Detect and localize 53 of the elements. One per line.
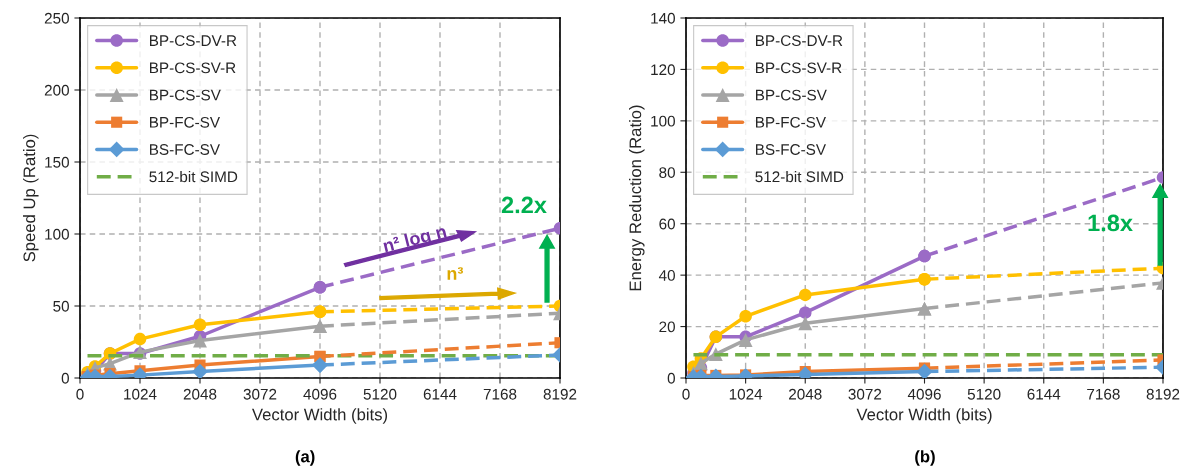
annotation: 2.2x [501,196,547,214]
legend-label: BS-FC-SV [756,144,826,155]
legend-label: 512-bit SIMD [755,170,844,183]
y-tick-label: 40 [658,270,675,281]
legend-label: BP-CS-SV-R [150,62,236,74]
x-tick-label: 0 [76,388,84,400]
x-tick-label: 4096 [303,388,337,400]
y-tick-label: 20 [659,321,675,333]
x-tick-label: 3072 [848,388,882,400]
y-tick-label: 140 [651,12,675,24]
x-axis-title: Vector Width (bits) [252,408,388,424]
x-tick-label: 8192 [1146,388,1180,400]
legend-label: BP-CS-DV-R [150,35,237,47]
x-axis-title: Vector Width (bits) [856,408,992,424]
y-tick-label: 100 [651,115,675,127]
text: (a) [295,450,315,466]
x-tick-label: 5120 [967,388,1001,400]
x-tick-label: 1024 [124,388,157,400]
x-tick-label: 2048 [183,388,217,400]
y-tick-label: 50 [53,300,69,312]
legend-label: BP-CS-DV-R [756,35,843,47]
x-tick-label: 6144 [423,388,457,400]
legend-label: BP-FC-SV [756,116,826,128]
y-tick-label: 100 [45,228,69,240]
x-tick-label: 2048 [789,388,822,400]
y-tick-label: 120 [651,64,675,76]
y-axis-title: Speed Up (Ratio) [23,134,39,262]
text: (b) [915,450,935,466]
x-tick-label: 6144 [1027,388,1061,400]
x-tick-label: 8192 [543,388,577,400]
y-tick-label: 250 [44,12,69,24]
x-tick-label: 1024 [729,388,763,400]
annotation: n³ [447,267,464,280]
legend-label: 512-bit SIMD [149,170,238,183]
x-tick-label: 5120 [363,388,397,400]
y-tick-label: 80 [659,167,675,178]
annotation: 1.8x [1088,214,1133,232]
x-tick-label: 7168 [1087,388,1120,400]
legend-label: BP-CS-SV [756,89,827,101]
y-axis-title: Energy Reduction (Ratio) [629,105,645,291]
y-tick-label: 150 [45,156,69,168]
y-tick-label: 0 [667,372,675,384]
legend-label: BP-CS-SV-R [756,62,842,74]
x-tick-label: 4096 [907,388,941,400]
legend-label: BP-FC-SV [150,116,220,128]
x-tick-label: 7168 [483,388,517,400]
legend-label: BS-FC-SV [150,144,220,155]
y-tick-label: 60 [659,218,675,230]
y-tick-label: 0 [61,372,69,384]
x-tick-label: 3072 [243,388,277,400]
x-tick-label: 0 [682,388,690,400]
y-tick-label: 200 [44,84,69,96]
legend-label: BP-CS-SV [150,89,221,101]
